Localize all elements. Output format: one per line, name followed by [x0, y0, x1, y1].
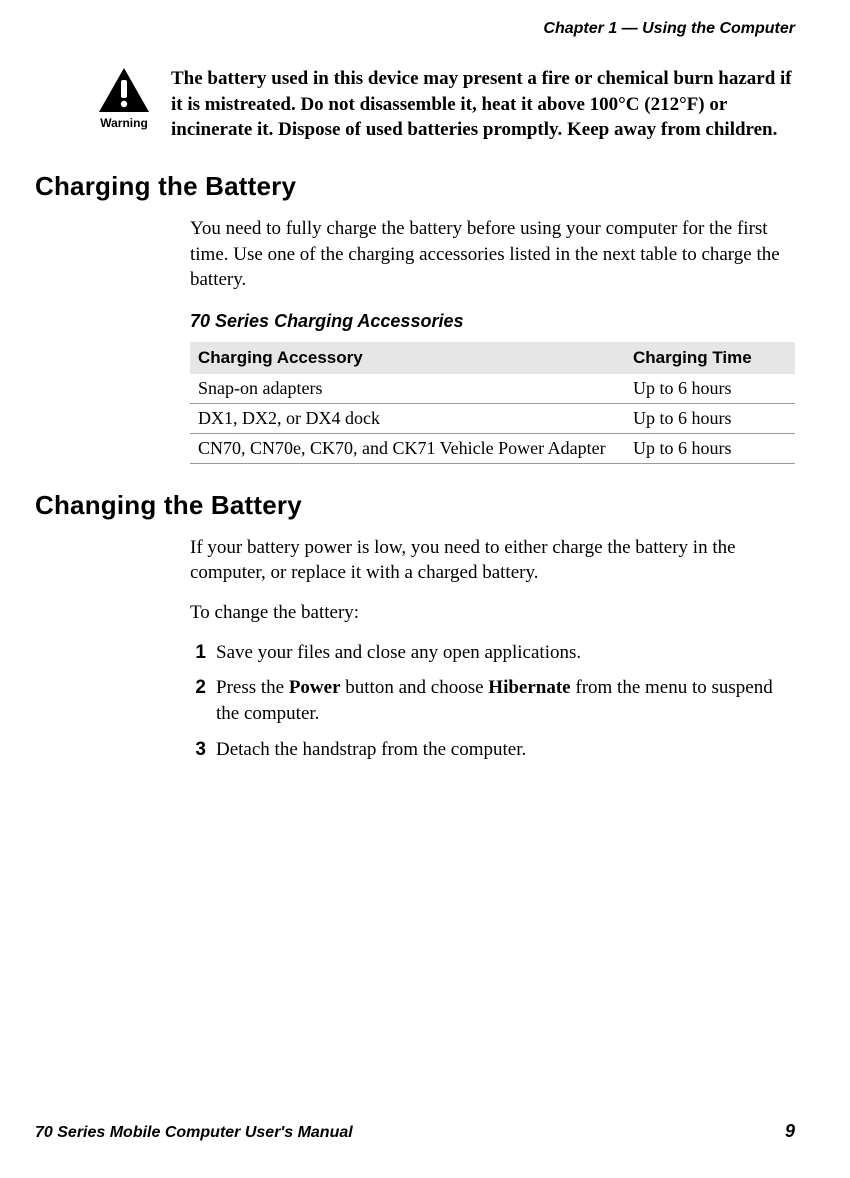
step-text: Press the Power button and choose Hibern…: [216, 675, 795, 726]
warning-icon-wrap: Warning: [95, 66, 153, 130]
steps-list: 1 Save your files and close any open app…: [190, 640, 795, 763]
step-1: 1 Save your files and close any open app…: [190, 640, 795, 666]
step-3: 3 Detach the handstrap from the computer…: [190, 737, 795, 763]
step2-bold-power: Power: [289, 677, 341, 698]
table-header-row: Charging Accessory Charging Time: [190, 342, 795, 374]
chapter-header: Chapter 1 — Using the Computer: [35, 20, 795, 38]
table-row: CN70, CN70e, CK70, and CK71 Vehicle Powe…: [190, 433, 795, 463]
step2-bold-hibernate: Hibernate: [488, 677, 570, 698]
table-header-col2: Charging Time: [625, 342, 795, 374]
warning-label: Warning: [100, 116, 148, 130]
charging-para: You need to fully charge the battery bef…: [190, 216, 795, 293]
warning-text: The battery used in this device may pres…: [171, 66, 795, 143]
warning-block: Warning The battery used in this device …: [95, 66, 795, 143]
table-cell: Up to 6 hours: [625, 433, 795, 463]
step-number: 3: [190, 737, 206, 763]
table-header-col1: Charging Accessory: [190, 342, 625, 374]
step-text: Detach the handstrap from the computer.: [216, 737, 795, 763]
changing-para1: If your battery power is low, you need t…: [190, 535, 795, 586]
step-number: 2: [190, 675, 206, 701]
step-number: 1: [190, 640, 206, 666]
table-cell: Snap-on adapters: [190, 374, 625, 404]
table-row: Snap-on adapters Up to 6 hours: [190, 374, 795, 404]
page: Chapter 1 — Using the Computer Warning T…: [0, 0, 850, 1178]
section-charging-title: Charging the Battery: [35, 171, 795, 202]
table-title: 70 Series Charging Accessories: [190, 311, 795, 332]
footer-title: 70 Series Mobile Computer User's Manual: [35, 1124, 353, 1142]
section-changing-title: Changing the Battery: [35, 490, 795, 521]
step2-mid: button and choose: [341, 677, 489, 698]
step-text: Save your files and close any open appli…: [216, 640, 795, 666]
accessories-table: Charging Accessory Charging Time Snap-on…: [190, 342, 795, 464]
changing-para2: To change the battery:: [190, 600, 795, 626]
table-cell: CN70, CN70e, CK70, and CK71 Vehicle Powe…: [190, 433, 625, 463]
warning-icon: [97, 66, 151, 114]
step-2: 2 Press the Power button and choose Hibe…: [190, 675, 795, 726]
table-cell: DX1, DX2, or DX4 dock: [190, 403, 625, 433]
charging-body: You need to fully charge the battery bef…: [190, 216, 795, 464]
table-cell: Up to 6 hours: [625, 374, 795, 404]
table-cell: Up to 6 hours: [625, 403, 795, 433]
page-footer: 70 Series Mobile Computer User's Manual …: [35, 1121, 795, 1142]
changing-body: If your battery power is low, you need t…: [190, 535, 795, 762]
table-row: DX1, DX2, or DX4 dock Up to 6 hours: [190, 403, 795, 433]
step2-pre: Press the: [216, 677, 289, 698]
footer-page-number: 9: [785, 1121, 795, 1142]
